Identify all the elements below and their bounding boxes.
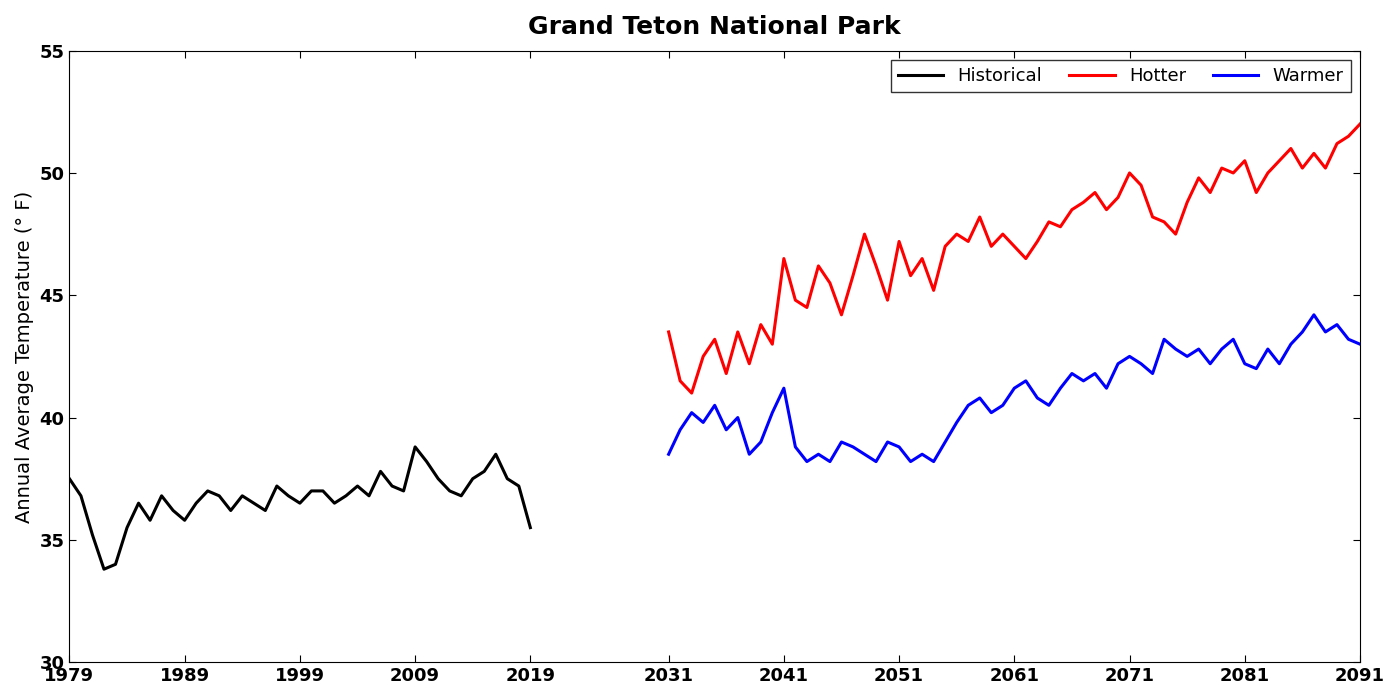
Historical xyxy=(153,491,169,500)
Hotter xyxy=(661,328,678,336)
Historical xyxy=(419,457,435,466)
Historical xyxy=(165,506,182,514)
Historical xyxy=(141,516,158,524)
Historical xyxy=(361,491,378,500)
Hotter xyxy=(833,311,850,319)
Historical xyxy=(130,499,147,508)
Historical xyxy=(84,531,101,539)
Historical xyxy=(395,486,412,495)
Historical xyxy=(280,491,297,500)
Historical xyxy=(522,524,539,532)
Historical xyxy=(476,467,493,475)
Warmer xyxy=(1351,340,1368,349)
Hotter xyxy=(1351,120,1368,128)
Hotter xyxy=(811,262,827,270)
Warmer xyxy=(811,450,827,459)
Hotter xyxy=(1086,188,1103,197)
Historical xyxy=(269,482,286,490)
Historical xyxy=(337,491,354,500)
Line: Historical: Historical xyxy=(70,447,531,569)
Historical xyxy=(211,491,228,500)
Warmer xyxy=(798,457,815,466)
Historical xyxy=(487,450,504,459)
Warmer xyxy=(1306,311,1323,319)
Historical xyxy=(108,560,125,568)
Historical xyxy=(62,475,78,483)
Hotter xyxy=(683,389,700,398)
Historical xyxy=(119,524,136,532)
Warmer xyxy=(1040,401,1057,410)
Historical xyxy=(407,442,424,451)
Warmer xyxy=(1271,360,1288,368)
Historical xyxy=(384,482,400,490)
Historical xyxy=(234,491,251,500)
Hotter xyxy=(1271,157,1288,165)
Historical xyxy=(176,516,193,524)
Historical xyxy=(245,499,262,508)
Warmer xyxy=(1086,370,1103,378)
Historical xyxy=(441,486,458,495)
Historical xyxy=(511,482,528,490)
Hotter xyxy=(1040,218,1057,226)
Line: Hotter: Hotter xyxy=(669,124,1359,393)
Historical xyxy=(465,475,482,483)
Historical xyxy=(498,475,515,483)
Historical xyxy=(291,499,308,508)
Historical xyxy=(73,491,90,500)
Historical xyxy=(302,486,319,495)
Historical xyxy=(430,475,447,483)
Hotter xyxy=(914,254,931,262)
Historical xyxy=(452,491,469,500)
Y-axis label: Annual Average Temperature (° F): Annual Average Temperature (° F) xyxy=(15,190,34,522)
Warmer xyxy=(833,438,850,446)
Historical xyxy=(95,565,112,573)
Warmer xyxy=(914,450,931,459)
Historical xyxy=(258,506,274,514)
Historical xyxy=(223,506,239,514)
Legend: Historical, Hotter, Warmer: Historical, Hotter, Warmer xyxy=(890,60,1351,92)
Title: Grand Teton National Park: Grand Teton National Park xyxy=(528,15,902,39)
Historical xyxy=(199,486,216,495)
Historical xyxy=(315,486,332,495)
Line: Warmer: Warmer xyxy=(669,315,1359,461)
Historical xyxy=(372,467,389,475)
Historical xyxy=(188,499,204,508)
Warmer xyxy=(661,450,678,459)
Historical xyxy=(326,499,343,508)
Historical xyxy=(349,482,365,490)
